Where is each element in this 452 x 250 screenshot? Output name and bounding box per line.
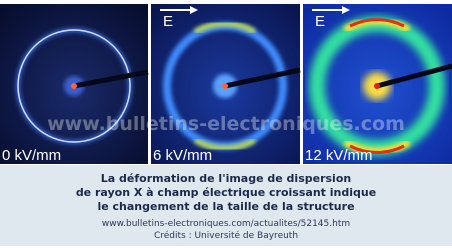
panel-label: 0 kV/mm xyxy=(2,147,61,164)
panel-label: 6 kV/mm xyxy=(153,147,212,164)
caption-line: La déformation de l'image de dispersion xyxy=(101,172,351,185)
watermark: www.bulletins-electroniques.com xyxy=(47,113,405,135)
panel: E 6 kV/mm xyxy=(151,4,300,164)
field-label: E xyxy=(163,13,173,30)
caption-line: de rayon X à champ électrique croissant … xyxy=(76,186,376,199)
caption-line: le changement de la taille de la structu… xyxy=(97,200,354,213)
source-url: www.bulletins-electroniques.com/actualit… xyxy=(102,219,350,229)
panel: 0 kV/mm xyxy=(0,4,148,164)
figure: 0 kV/mm E 6 kV/mm E 12 kV/mm www.bulleti… xyxy=(0,0,452,246)
field-label: E xyxy=(315,13,325,30)
panel-label: 12 kV/mm xyxy=(305,147,373,164)
credits: Crédits : Université de Bayreuth xyxy=(154,230,298,241)
panel: E 12 kV/mm xyxy=(303,4,452,164)
